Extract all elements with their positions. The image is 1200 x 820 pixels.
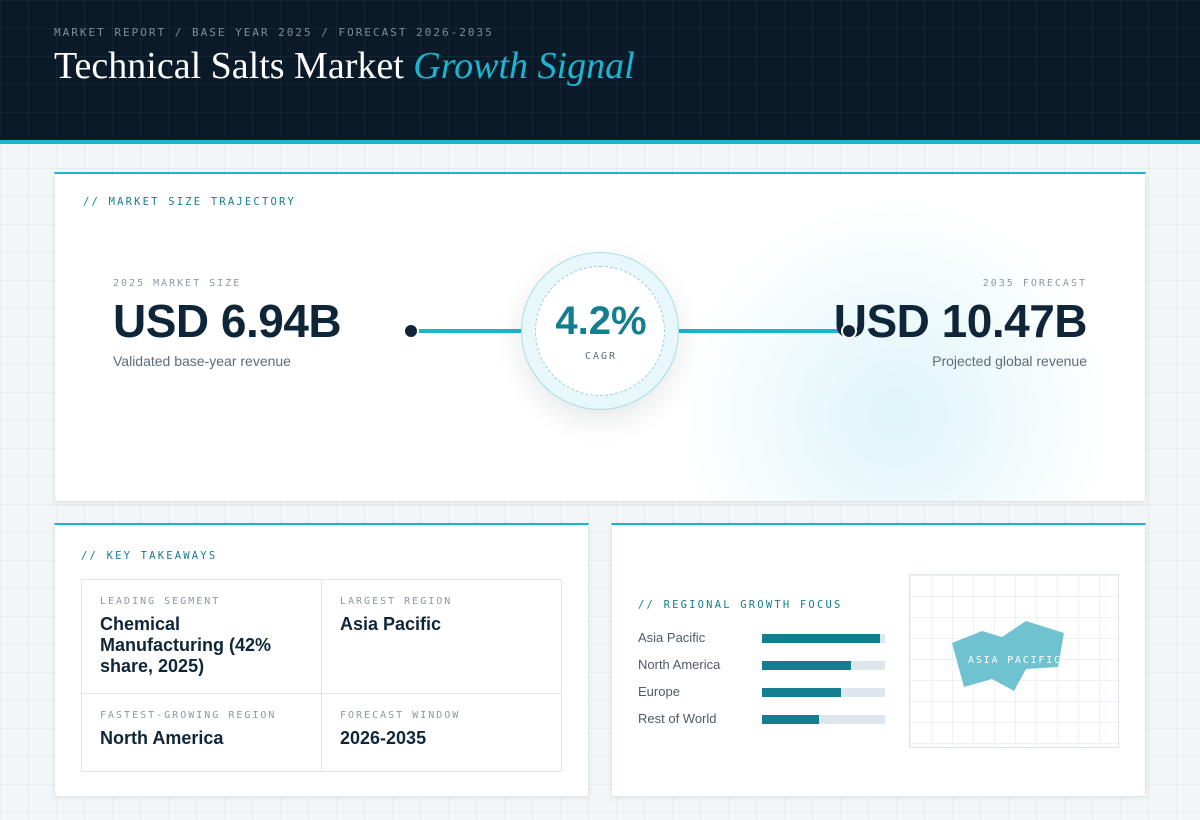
region-map: ASIA PACIFIC: [909, 574, 1119, 748]
base-year-caption: 2025 MARKET SIZE: [113, 278, 242, 289]
base-year-value: USD 6.94B: [113, 295, 342, 347]
cagr-badge: 4.2% CAGR: [521, 252, 679, 410]
trajectory-line-left: [417, 329, 527, 333]
grid-divider-vertical: [321, 580, 322, 771]
asia-pacific-map-shape: [952, 621, 1064, 691]
takeaway-fastest-growing-region: FASTEST-GROWING REGION North America: [82, 694, 321, 771]
trajectory-end-dot: [841, 323, 857, 339]
region-bar-row: Asia Pacific: [638, 630, 888, 645]
takeaway-forecast-window: FORECAST WINDOW 2026-2035: [322, 694, 561, 771]
region-bar-row: North America: [638, 657, 888, 672]
title-main: Technical Salts Market: [54, 45, 404, 87]
page-title: Technical Salts Market Growth Signal: [54, 44, 635, 88]
section-label-takeaways: // KEY TAKEAWAYS: [81, 550, 218, 562]
forecast-value: USD 10.47B: [833, 295, 1088, 347]
region-bar-label: Asia Pacific: [638, 630, 706, 645]
takeaway-label: FORECAST WINDOW: [340, 710, 461, 721]
takeaway-value: North America: [100, 728, 224, 748]
key-takeaways-card: // KEY TAKEAWAYS LEADING SEGMENT Chemica…: [54, 523, 589, 797]
region-bar-fill: [762, 715, 819, 724]
region-bar-fill: [762, 661, 851, 670]
takeaway-leading-segment: LEADING SEGMENT Chemical Manufacturing (…: [82, 580, 321, 693]
region-bar-track: [762, 688, 885, 697]
grid-divider-horizontal: [82, 693, 561, 694]
cagr-label: CAGR: [584, 351, 618, 362]
takeaway-value: Chemical Manufacturing (42% share, 2025): [100, 614, 272, 676]
base-year-description: Validated base-year revenue: [113, 353, 291, 369]
breadcrumb: MARKET REPORT / BASE YEAR 2025 / FORECAS…: [54, 26, 494, 39]
region-bar-track: [762, 661, 885, 670]
region-bar-fill: [762, 688, 841, 697]
region-bar-fill: [762, 634, 881, 643]
takeaway-label: LARGEST REGION: [340, 596, 453, 607]
takeaway-value: Asia Pacific: [340, 614, 442, 634]
region-bar-row: Rest of World: [638, 711, 888, 726]
market-size-trajectory-card: // MARKET SIZE TRAJECTORY 2025 MARKET SI…: [54, 172, 1146, 502]
region-bar-label: Europe: [638, 684, 680, 699]
title-accent: Growth Signal: [413, 45, 635, 87]
section-label-regional: // REGIONAL GROWTH FOCUS: [638, 599, 843, 611]
cagr-value: 4.2%: [555, 299, 647, 343]
forecast-description: Projected global revenue: [932, 353, 1087, 369]
takeaway-largest-region: LARGEST REGION Asia Pacific: [322, 580, 561, 693]
report-header: MARKET REPORT / BASE YEAR 2025 / FORECAS…: [0, 0, 1200, 144]
region-bar-track: [762, 634, 885, 643]
takeaway-label: LEADING SEGMENT: [100, 596, 221, 607]
section-label-trajectory: // MARKET SIZE TRAJECTORY: [83, 196, 297, 208]
regional-growth-card: // REGIONAL GROWTH FOCUS Asia Pacific No…: [611, 523, 1146, 797]
takeaways-grid: LEADING SEGMENT Chemical Manufacturing (…: [81, 579, 562, 772]
region-bar-label: North America: [638, 657, 721, 672]
background-glow: [675, 194, 1115, 501]
forecast-caption: 2035 FORECAST: [982, 278, 1087, 289]
trajectory-start-dot: [403, 323, 419, 339]
region-bar-label: Rest of World: [638, 711, 717, 726]
takeaway-label: FASTEST-GROWING REGION: [100, 710, 277, 721]
cagr-badge-inner: 4.2% CAGR: [535, 266, 665, 396]
region-bar-row: Europe: [638, 684, 888, 699]
trajectory-line-right: [673, 329, 853, 333]
region-bar-track: [762, 715, 885, 724]
map-region-label: ASIA PACIFIC: [968, 655, 1062, 666]
takeaway-value: 2026-2035: [340, 728, 427, 748]
